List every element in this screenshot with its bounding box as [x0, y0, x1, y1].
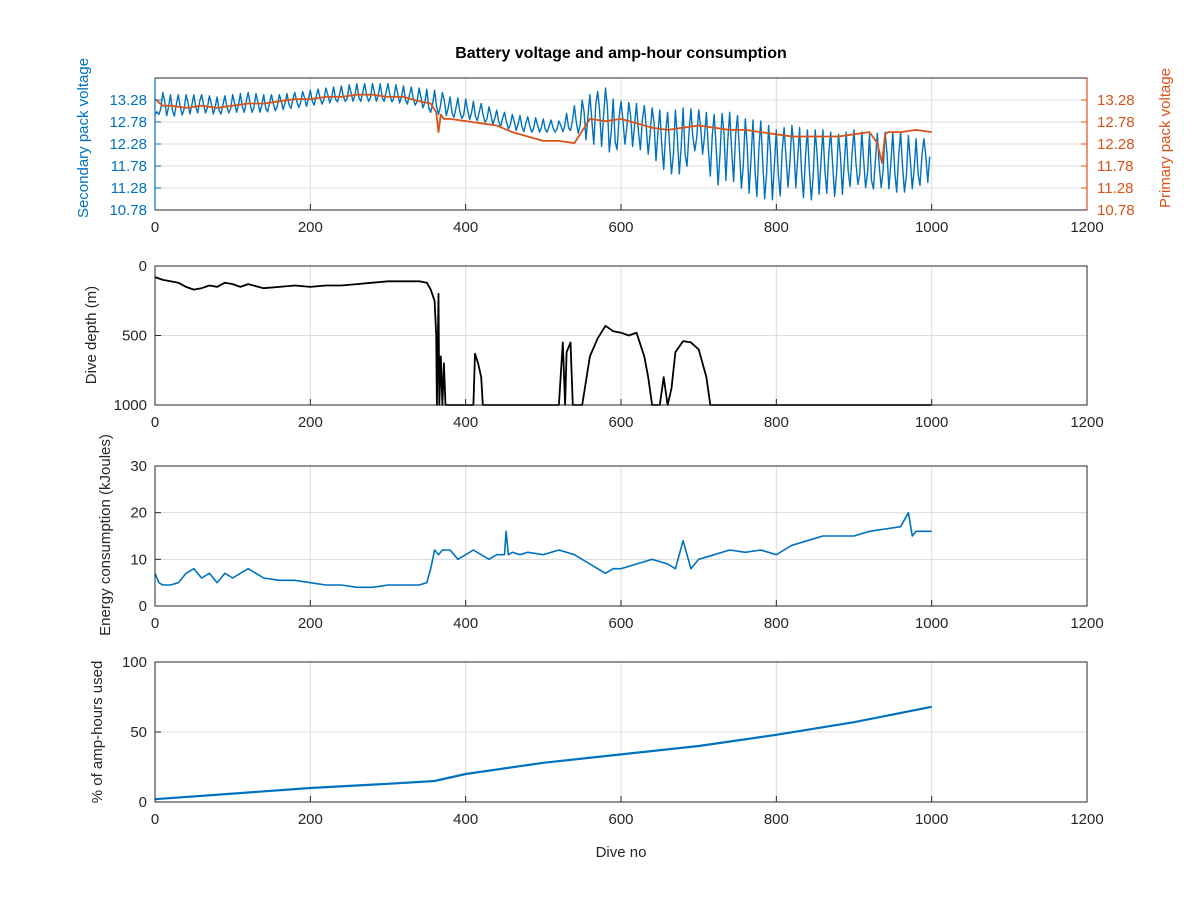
amp-hours-subplot: 0 200 400 600 800 1000 1200 0 50 100 — [122, 654, 1104, 828]
depth-x-tick-label: 400 — [453, 414, 478, 431]
amp_hours-x-tick-label: 800 — [764, 811, 789, 828]
depth-subplot: 0 200 400 600 800 1000 1200 0 500 1000 — [114, 258, 1104, 431]
voltage-x-tick-label: 1000 — [915, 219, 948, 236]
voltage-x-tick-label: 400 — [453, 219, 478, 236]
energy-line — [154, 511, 932, 589]
depth-x-tick-label: 600 — [608, 414, 633, 431]
primary-voltage-ylabel: Primary pack voltage — [1157, 68, 1174, 208]
secondary-voltage-ylabel: Secondary pack voltage — [75, 58, 92, 218]
depth-ylabel: Dive depth (m) — [83, 286, 100, 384]
depth-y-tick-label: 1000 — [114, 397, 147, 414]
amp_hours-y-tick-label: 0 — [139, 794, 147, 811]
energy-subplot: 0 200 400 600 800 1000 1200 0 10 20 30 — [130, 458, 1103, 632]
depth-x-tick-label: 800 — [764, 414, 789, 431]
energy-x-tick-label: 800 — [764, 615, 789, 632]
amp_hours-x-tick-label: 600 — [608, 811, 633, 828]
voltage-x-tick-label: 0 — [151, 219, 159, 236]
energy-x-tick-label: 0 — [151, 615, 159, 632]
amp_hours-x-tick-label: 1200 — [1070, 811, 1103, 828]
amp_hours-y-tick-label: 50 — [130, 724, 147, 741]
voltage-x-tick-label: 1200 — [1070, 219, 1103, 236]
amp_hours-axes-frame — [154, 661, 1088, 803]
voltage-y-tick-label: 13.28 — [109, 92, 147, 109]
primary-voltage-line — [154, 93, 932, 164]
energy-x-tick-label: 400 — [453, 615, 478, 632]
energy-x-tick-label: 1200 — [1070, 615, 1103, 632]
voltage-y-tick-label: 10.78 — [109, 202, 147, 219]
depth-x-tick-label: 200 — [298, 414, 323, 431]
depth-x-tick-label: 0 — [151, 414, 159, 431]
energy-y-tick-label: 0 — [139, 598, 147, 615]
depth-y-tick-label: 0 — [139, 258, 147, 275]
energy-y-tick-label: 20 — [130, 505, 147, 522]
amp_hours-y-tick-label: 100 — [122, 654, 147, 671]
energy-axes-frame — [154, 465, 1088, 607]
voltage-right-y-tick-label: 13.28 — [1097, 92, 1135, 109]
voltage-right-y-tick-label: 11.28 — [1097, 180, 1133, 197]
amp_hours-x-tick-label: 400 — [453, 811, 478, 828]
energy-y-tick-label: 10 — [130, 551, 147, 568]
voltage-x-tick-label: 800 — [764, 219, 789, 236]
voltage-y-tick-label: 11.28 — [111, 180, 147, 197]
depth-x-tick-label: 1200 — [1070, 414, 1103, 431]
amp_hours-x-tick-label: 0 — [151, 811, 159, 828]
amp_hours-x-tick-label: 200 — [298, 811, 323, 828]
voltage-x-tick-label: 600 — [608, 219, 633, 236]
voltage-right-y-tick-label: 11.78 — [1097, 158, 1133, 175]
energy-ylabel: Energy consumption (kJoules) — [97, 434, 114, 636]
voltage-y-tick-label: 11.78 — [111, 158, 147, 175]
energy-x-tick-label: 600 — [608, 615, 633, 632]
energy-y-tick-label: 30 — [130, 458, 147, 475]
x-axis-label: Dive no — [596, 844, 647, 861]
amp_hours-x-tick-label: 1000 — [915, 811, 948, 828]
voltage-y-tick-label: 12.78 — [109, 114, 147, 131]
figure-title: Battery voltage and amp-hour consumption — [455, 45, 787, 62]
voltage-right-y-tick-label: 10.78 — [1097, 202, 1135, 219]
amp-hours-ylabel: % of amp-hours used — [89, 661, 106, 804]
depth-axes-frame — [154, 265, 1088, 406]
voltage-y-tick-label: 12.28 — [109, 136, 147, 153]
voltage-right-y-tick-label: 12.28 — [1097, 136, 1135, 153]
energy-x-tick-label: 1000 — [915, 615, 948, 632]
depth-x-tick-label: 1000 — [915, 414, 948, 431]
energy-x-tick-label: 200 — [298, 615, 323, 632]
voltage-x-tick-label: 200 — [298, 219, 323, 236]
depth-y-tick-label: 500 — [122, 328, 147, 345]
amp_hours-line — [154, 705, 932, 801]
voltage-right-y-tick-label: 12.78 — [1097, 114, 1135, 131]
secondary-voltage-line — [154, 83, 931, 201]
